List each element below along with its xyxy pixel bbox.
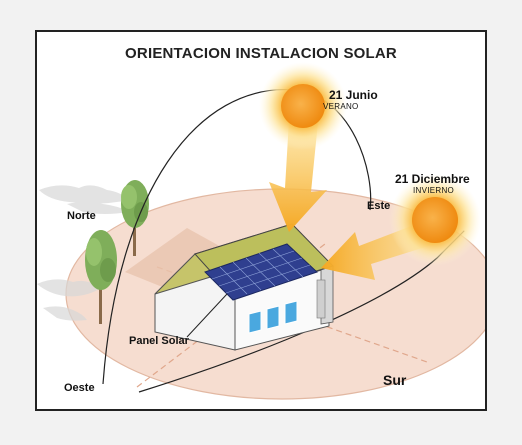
winter-label: 21 Diciembre INVIERNO — [395, 172, 470, 195]
summer-date: 21 Junio — [329, 88, 378, 102]
windows — [248, 300, 298, 334]
diagram-title: ORIENTACION INSTALACION SOLAR — [125, 45, 397, 62]
tree-front — [85, 230, 117, 324]
winter-date: 21 Diciembre — [395, 172, 470, 186]
summer-label: 21 Junio VERANO — [323, 88, 378, 111]
east-label: Este — [367, 200, 391, 212]
panel-pointer-line — [186, 293, 228, 338]
summer-sun — [259, 62, 347, 150]
solar-scene — [37, 62, 485, 400]
cloud-left-top — [39, 185, 129, 214]
south-label: Sur — [383, 372, 407, 388]
winter-sun — [389, 174, 481, 266]
cloud-left-bottom — [37, 279, 101, 321]
summer-season: VERANO — [323, 102, 359, 111]
solar-panel-array — [204, 243, 318, 301]
winter-season: INVIERNO — [413, 186, 455, 195]
diagram-frame: ORIENTACION INSTALACION SOLAR 21 Junio V… — [35, 30, 487, 411]
west-label: Oeste — [64, 382, 95, 394]
tree-back — [121, 180, 149, 256]
summer-sun-path — [102, 89, 372, 385]
panel-solar-label: Panel Solar — [129, 335, 189, 347]
north-label: Norte — [67, 210, 96, 222]
